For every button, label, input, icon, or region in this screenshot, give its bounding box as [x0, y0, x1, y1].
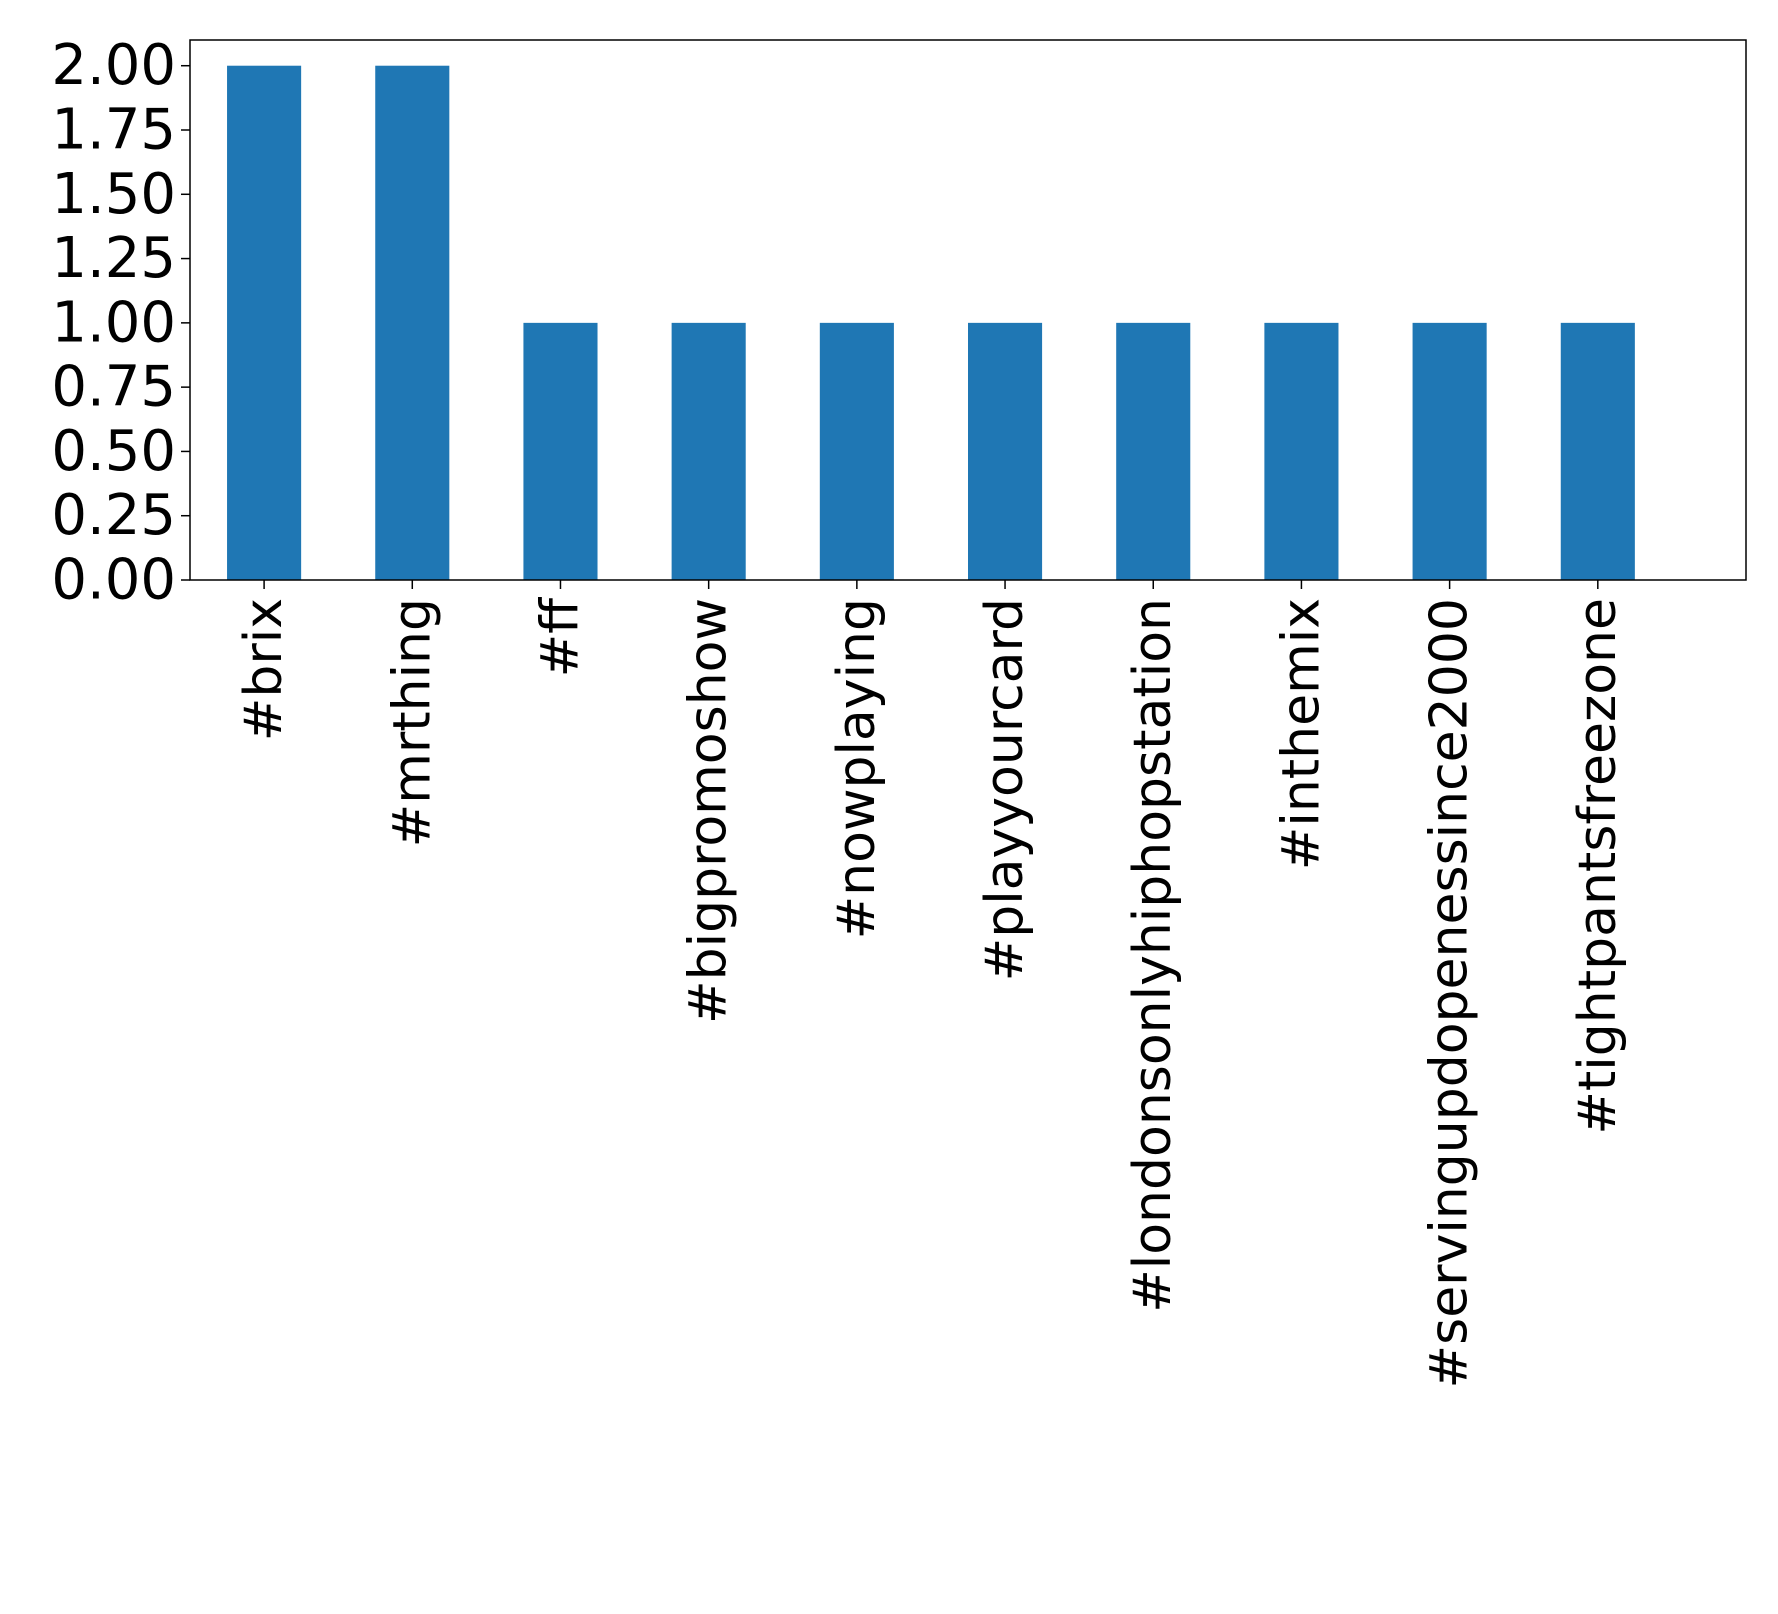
y-tick-label: 1.25	[51, 226, 176, 291]
x-tick-label: #tightpantsfreezone	[1568, 598, 1628, 1135]
x-tick-label: #inthemix	[1271, 598, 1331, 870]
x-tick-label: #mrthing	[382, 598, 442, 847]
plot-frame	[189, 39, 1747, 581]
x-tick-label: #nowplaying	[827, 598, 887, 939]
y-tick-label: 0.25	[51, 483, 176, 548]
bar-servingupdopenessince2000	[1412, 322, 1487, 580]
x-tick-label: #brix	[234, 598, 294, 741]
y-tick-label: 1.00	[51, 290, 176, 355]
bar-playyourcard	[968, 322, 1043, 580]
bars-layer	[227, 65, 1635, 580]
bar-inthemix	[1264, 322, 1339, 580]
bar-ff	[523, 322, 598, 580]
y-tick-label: 0.75	[51, 355, 176, 420]
y-tick-label: 0.00	[51, 548, 176, 613]
bar-brix	[227, 65, 302, 580]
y-axis: 0.000.250.500.751.001.251.501.752.00	[51, 33, 190, 613]
y-tick-label: 1.75	[51, 98, 176, 163]
x-tick-label: #playyourcard	[975, 598, 1035, 981]
x-tick-label: #ff	[530, 597, 590, 678]
y-tick-label: 2.00	[51, 33, 176, 98]
bar-mrthing	[375, 65, 450, 580]
x-tick-label: #servingupdopenessince2000	[1420, 598, 1480, 1388]
x-axis: #brix #mrthing #ff #bigpromoshow #nowplaying…	[234, 580, 1628, 1388]
bar-bigpromoshow	[671, 322, 746, 580]
y-tick-label: 0.50	[51, 419, 176, 484]
bar-londonsonlyhiphopstation	[1116, 322, 1191, 580]
bar-nowplaying	[819, 322, 894, 580]
y-tick-label: 1.50	[51, 162, 176, 227]
x-tick-label: #bigpromoshow	[679, 598, 739, 1024]
x-tick-label: #londonsonlyhiphopstation	[1123, 598, 1183, 1313]
bar-tightpantsfreezone	[1560, 322, 1635, 580]
